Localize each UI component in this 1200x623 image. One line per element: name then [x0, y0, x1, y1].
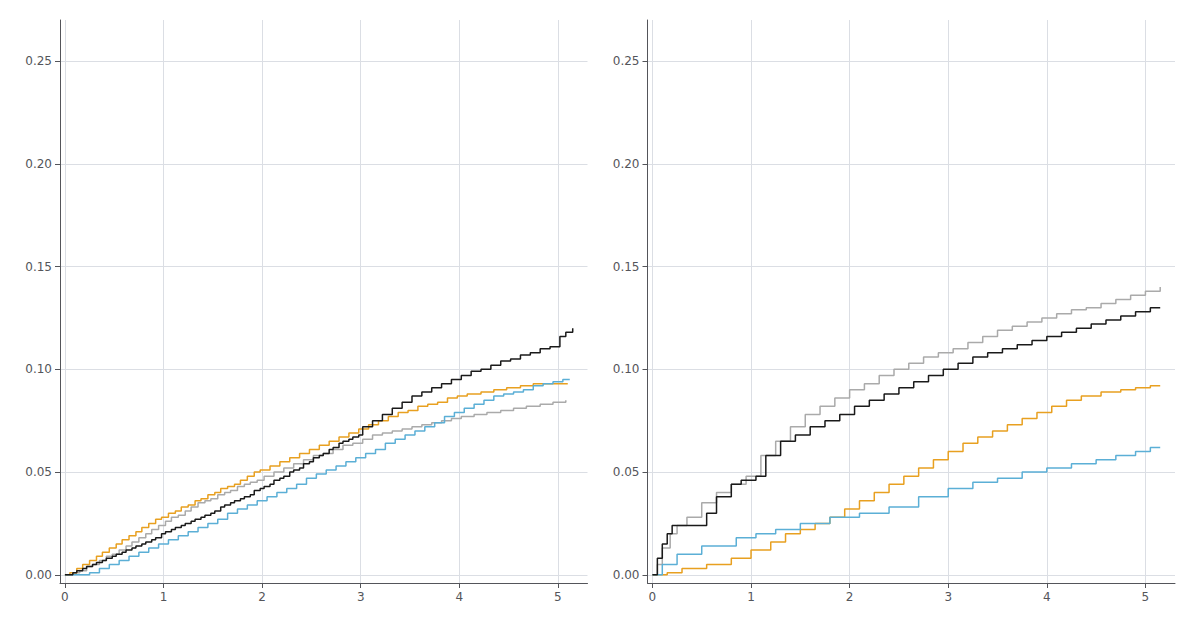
svg-text:2: 2 [258, 590, 266, 604]
svg-text:0: 0 [649, 590, 657, 604]
svg-text:3: 3 [357, 590, 365, 604]
svg-text:0.15: 0.15 [613, 260, 640, 274]
svg-text:0.25: 0.25 [613, 54, 640, 68]
svg-text:0.00: 0.00 [25, 568, 52, 582]
svg-text:1: 1 [747, 590, 755, 604]
svg-text:1: 1 [160, 590, 168, 604]
svg-text:0: 0 [61, 590, 69, 604]
svg-text:5: 5 [1142, 590, 1150, 604]
svg-text:5: 5 [554, 590, 562, 604]
svg-text:0.05: 0.05 [613, 465, 640, 479]
svg-text:0.15: 0.15 [25, 260, 52, 274]
svg-text:0.25: 0.25 [25, 54, 52, 68]
svg-text:0.20: 0.20 [25, 157, 52, 171]
svg-text:0.10: 0.10 [25, 362, 52, 376]
svg-text:0.20: 0.20 [613, 157, 640, 171]
svg-text:0.10: 0.10 [613, 362, 640, 376]
svg-text:0.00: 0.00 [613, 568, 640, 582]
svg-text:4: 4 [456, 590, 464, 604]
svg-text:0.05: 0.05 [25, 465, 52, 479]
svg-text:3: 3 [944, 590, 952, 604]
svg-text:2: 2 [846, 590, 854, 604]
svg-text:4: 4 [1043, 590, 1051, 604]
